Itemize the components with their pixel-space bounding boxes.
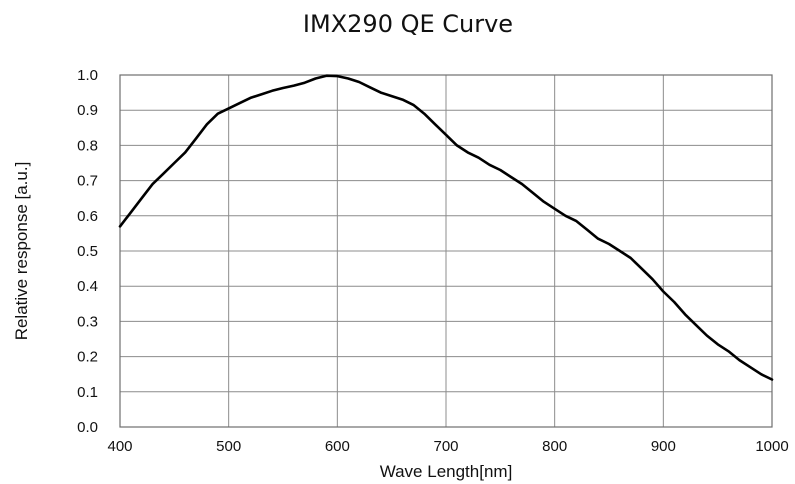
x-tick-label: 800 <box>542 438 567 455</box>
y-tick-labels: 0.0 0.1 0.2 0.3 0.4 0.5 0.6 0.7 0.8 0.9 1.0 <box>77 67 98 436</box>
x-tick-labels: 400 500 600 700 800 900 1000 <box>107 438 788 455</box>
y-tick-label: 0.6 <box>77 208 98 225</box>
x-tick-label: 900 <box>651 438 676 455</box>
y-tick-label: 0.8 <box>77 137 98 154</box>
y-axis-label: Relative response [a.u.] <box>12 162 31 341</box>
y-tick-label: 0.3 <box>77 313 98 330</box>
y-tick-label: 0.5 <box>77 243 98 260</box>
chart-title: IMX290 QE Curve <box>303 10 513 38</box>
x-axis-label: Wave Length[nm] <box>380 462 513 481</box>
x-tick-label: 1000 <box>755 438 788 455</box>
y-tick-label: 0.1 <box>77 384 98 401</box>
y-tick-label: 0.0 <box>77 419 98 436</box>
x-tick-label: 500 <box>216 438 241 455</box>
y-tick-label: 0.4 <box>77 278 98 295</box>
x-tick-label: 400 <box>107 438 132 455</box>
y-tick-label: 0.2 <box>77 349 98 366</box>
grid <box>119 74 773 428</box>
y-tick-label: 1.0 <box>77 67 98 84</box>
y-tick-label: 0.7 <box>77 173 98 190</box>
x-tick-label: 600 <box>325 438 350 455</box>
x-tick-label: 700 <box>433 438 458 455</box>
qe-curve-line <box>118 74 774 381</box>
plot-frame <box>119 74 773 428</box>
y-tick-label: 0.9 <box>77 102 98 119</box>
